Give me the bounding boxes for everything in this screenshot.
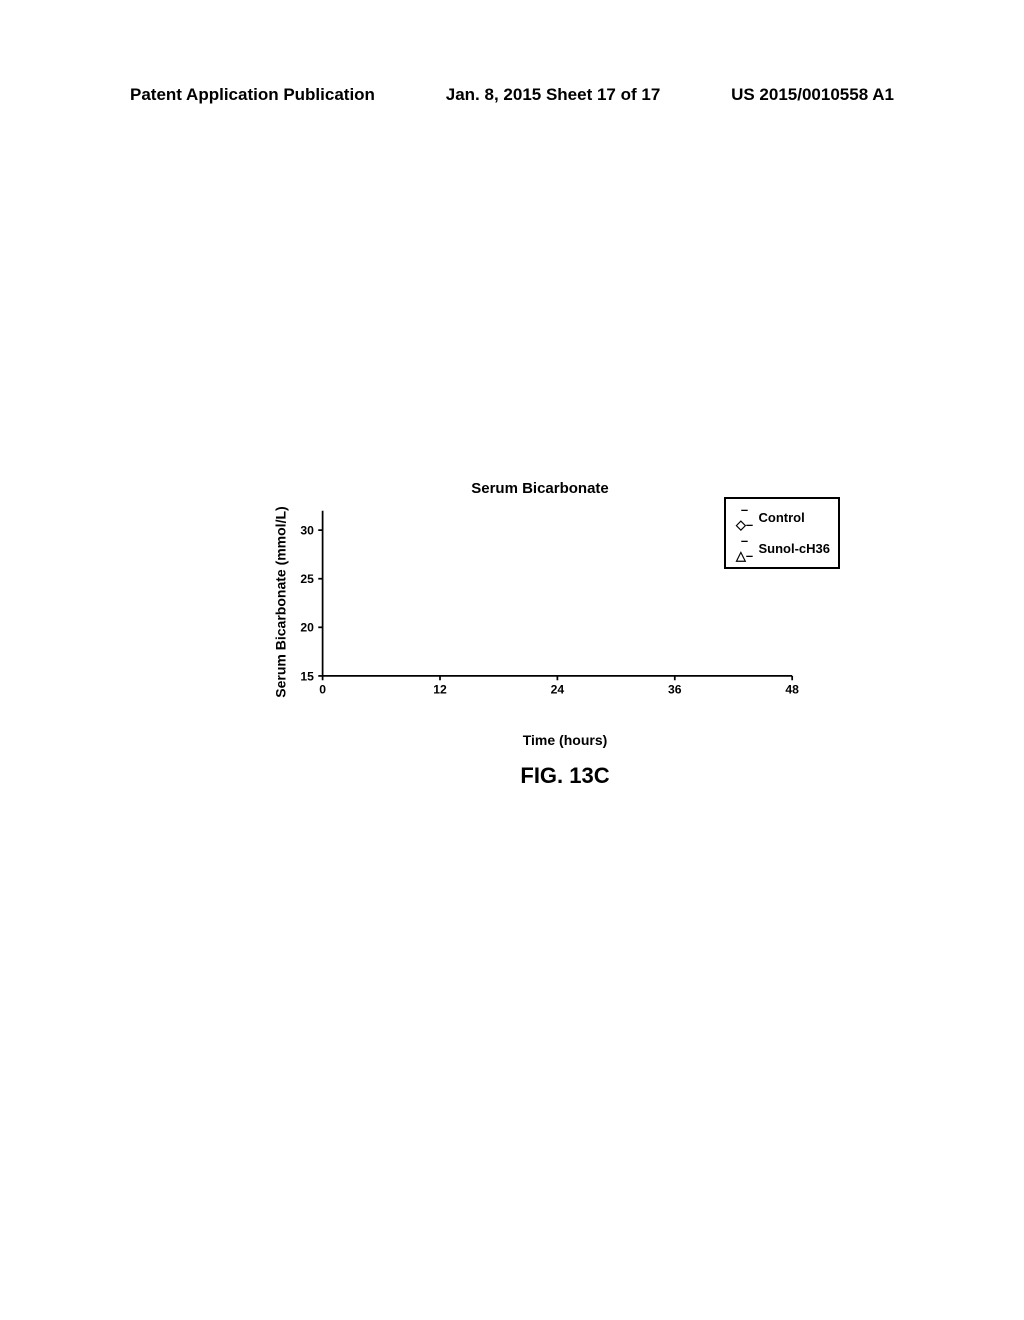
header-left: Patent Application Publication: [130, 85, 375, 105]
triangle-icon: –△–: [734, 533, 754, 564]
header-center: Jan. 8, 2015 Sheet 17 of 17: [446, 85, 661, 105]
legend-label: Sunol-cH36: [758, 541, 830, 556]
svg-text:20: 20: [300, 621, 314, 635]
plot-area: Serum Bicarbonate (mmol/L) –◇– Control –…: [230, 502, 850, 702]
y-axis-label: Serum Bicarbonate (mmol/L): [273, 506, 289, 697]
legend-item-control: –◇– Control: [734, 502, 830, 533]
chart-container: Serum Bicarbonate Serum Bicarbonate (mmo…: [230, 480, 850, 760]
svg-text:24: 24: [551, 682, 565, 696]
svg-text:0: 0: [319, 682, 326, 696]
header-right: US 2015/0010558 A1: [731, 85, 894, 105]
svg-text:15: 15: [300, 669, 314, 683]
svg-text:30: 30: [300, 523, 314, 537]
legend-label: Control: [758, 510, 804, 525]
figure-label: FIG. 13C: [230, 763, 850, 789]
diamond-icon: –◇–: [734, 502, 754, 533]
chart-title: Serum Bicarbonate: [230, 480, 850, 497]
svg-text:25: 25: [300, 572, 314, 586]
legend-item-sunol: –△– Sunol-cH36: [734, 533, 830, 564]
svg-text:36: 36: [668, 682, 682, 696]
svg-text:12: 12: [433, 682, 447, 696]
legend-box: –◇– Control –△– Sunol-cH36: [724, 497, 840, 569]
svg-text:48: 48: [785, 682, 799, 696]
x-axis-label: Time (hours): [230, 732, 850, 748]
